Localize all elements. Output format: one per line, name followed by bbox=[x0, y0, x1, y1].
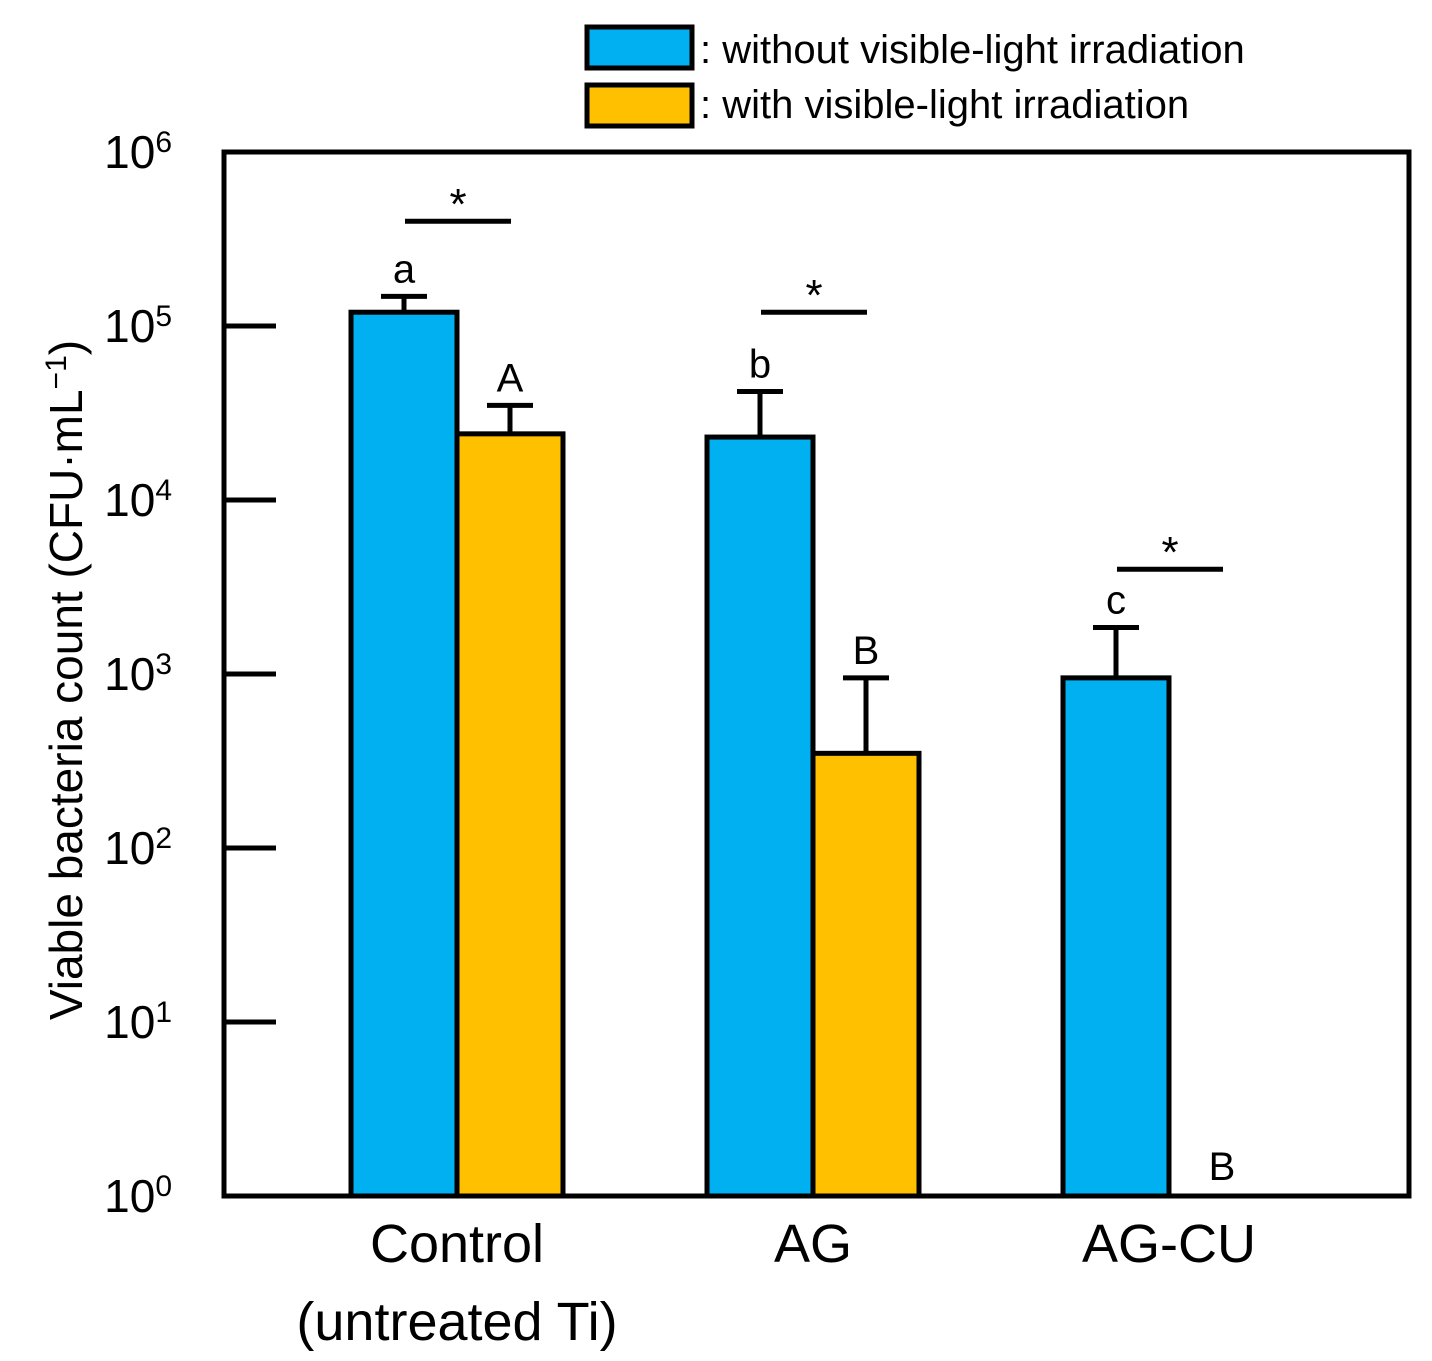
y-axis-title: Viable bacteria count (CFU·mL−1) bbox=[40, 340, 93, 1020]
y-tick-label: 100 bbox=[104, 1170, 172, 1223]
x-tick-label: AG bbox=[774, 1214, 852, 1274]
legend-label-with-light: : with visible-light irradiation bbox=[700, 83, 1189, 127]
legend-swatch-with-light bbox=[584, 82, 695, 129]
plot-frame bbox=[221, 149, 1412, 1199]
significance-star: * bbox=[805, 271, 822, 320]
y-tick-label: 101 bbox=[104, 996, 172, 1049]
y-tick-label: 106 bbox=[104, 126, 172, 179]
bar-0-0 bbox=[348, 309, 460, 1199]
legend-swatch-without-light bbox=[584, 24, 695, 71]
bar-0-2 bbox=[1060, 675, 1172, 1199]
bar-1-1 bbox=[810, 750, 922, 1199]
bar-1-0 bbox=[454, 431, 566, 1199]
group-letter: B bbox=[1209, 1145, 1236, 1189]
significance-star: * bbox=[1161, 528, 1178, 577]
y-tick-label: 105 bbox=[104, 300, 172, 353]
bars bbox=[348, 293, 1172, 1199]
legend: : without visible-light irradiation : wi… bbox=[584, 24, 1245, 129]
y-axis-title-close: ) bbox=[40, 340, 92, 355]
x-tick-label: AG-CU bbox=[1082, 1214, 1256, 1274]
y-ticks: 100 101 102 103 104 105 106 bbox=[104, 126, 276, 1223]
significance-star: * bbox=[449, 180, 466, 229]
y-tick-label: 104 bbox=[104, 474, 172, 527]
group-letter: a bbox=[393, 247, 416, 291]
group-letter: B bbox=[853, 629, 880, 673]
y-tick-label: 102 bbox=[104, 822, 172, 875]
group-letter: A bbox=[497, 356, 524, 400]
x-tick-label: Control bbox=[370, 1214, 544, 1274]
group-letter: c bbox=[1106, 579, 1126, 623]
y-axis-title-main: Viable bacteria count (CFU·mL bbox=[40, 389, 92, 1020]
bar-0-1 bbox=[704, 434, 816, 1199]
y-tick-label: 103 bbox=[104, 648, 172, 701]
x-tick-labels: Control (untreated Ti) AG AG-CU bbox=[296, 1214, 1256, 1352]
x-tick-label-line2: (untreated Ti) bbox=[296, 1292, 617, 1352]
group-letter: b bbox=[749, 343, 771, 387]
y-axis-title-sup: −1 bbox=[40, 355, 73, 389]
annotations: a b c A B B * * * bbox=[393, 180, 1235, 1189]
legend-label-without-light: : without visible-light irradiation bbox=[700, 28, 1245, 72]
